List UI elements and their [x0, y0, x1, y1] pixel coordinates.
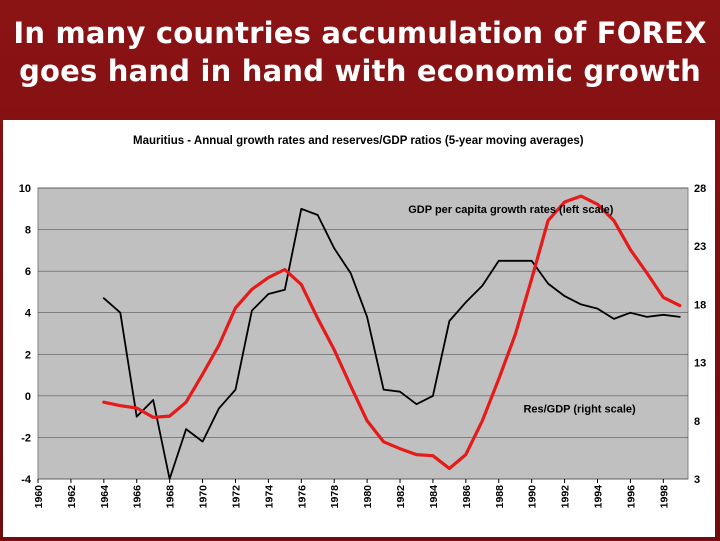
series-annotation: GDP per capita growth rates (left scale) [408, 204, 614, 216]
x-tick-label: 1978 [329, 485, 341, 509]
x-tick-label: 1980 [362, 485, 374, 509]
x-tick-label: 1990 [527, 485, 539, 509]
x-tick-label: 1986 [461, 485, 473, 509]
chart-title: Mauritius - Annual growth rates and rese… [133, 135, 584, 147]
headline-line-2: goes hand in hand with economic growth [19, 54, 701, 88]
x-tick-label: 1966 [132, 485, 144, 509]
y-left-tick-label: 2 [25, 349, 31, 361]
x-tick-label: 1970 [198, 485, 210, 509]
y-left-tick-label: -2 [21, 432, 31, 444]
y-left-tick-label: 4 [25, 308, 32, 320]
y-right-tick-label: 8 [694, 416, 700, 428]
line-chart: Mauritius - Annual growth rates and rese… [19, 135, 707, 508]
x-tick-label: 1994 [592, 485, 604, 509]
x-tick-label: 1998 [658, 485, 670, 509]
series-annotation: Res/GDP (right scale) [523, 403, 636, 415]
x-tick-label: 1988 [494, 485, 506, 509]
x-tick-label: 1968 [165, 485, 177, 509]
x-tick-label: 1984 [428, 485, 440, 509]
x-tick-label: 1974 [263, 485, 275, 509]
series-line-res-gdp [102, 194, 682, 471]
x-tick-label: 1996 [625, 485, 637, 509]
y-right-tick-label: 18 [694, 299, 706, 311]
y-right-tick-label: 3 [694, 474, 700, 486]
y-left-tick-label: 6 [25, 266, 31, 278]
x-tick-label: 1960 [33, 485, 45, 509]
y-right-tick-label: 23 [694, 241, 706, 253]
headline-line-1: In many countries accumulation of FOREX [13, 16, 707, 50]
x-tick-label: 1962 [66, 485, 78, 509]
series-line-gdp-growth [102, 207, 681, 480]
plot-background [37, 187, 689, 480]
y-right-tick-label: 13 [694, 358, 706, 370]
y-left-tick-label: 8 [25, 225, 31, 237]
x-tick-label: 1976 [296, 485, 308, 509]
x-tick-label: 1992 [560, 485, 572, 509]
plot-area: 10 8 6 4 2 0 -2 -4 28 23 18 13 8 3 1960 1962 1964 1966 196… [19, 183, 707, 508]
slide-headline: In many countries accumulation of FOREX … [0, 14, 720, 90]
chart-panel: Mauritius - Annual growth rates and rese… [3, 120, 715, 537]
x-tick-label: 1964 [99, 485, 111, 509]
y-left-tick-label: 10 [19, 183, 31, 195]
x-tick-label: 1972 [230, 485, 242, 509]
x-tick-label: 1982 [395, 485, 407, 509]
y-left-tick-label: 0 [25, 391, 31, 403]
y-right-tick-label: 28 [694, 183, 706, 195]
y-left-tick-label: -4 [21, 474, 32, 486]
